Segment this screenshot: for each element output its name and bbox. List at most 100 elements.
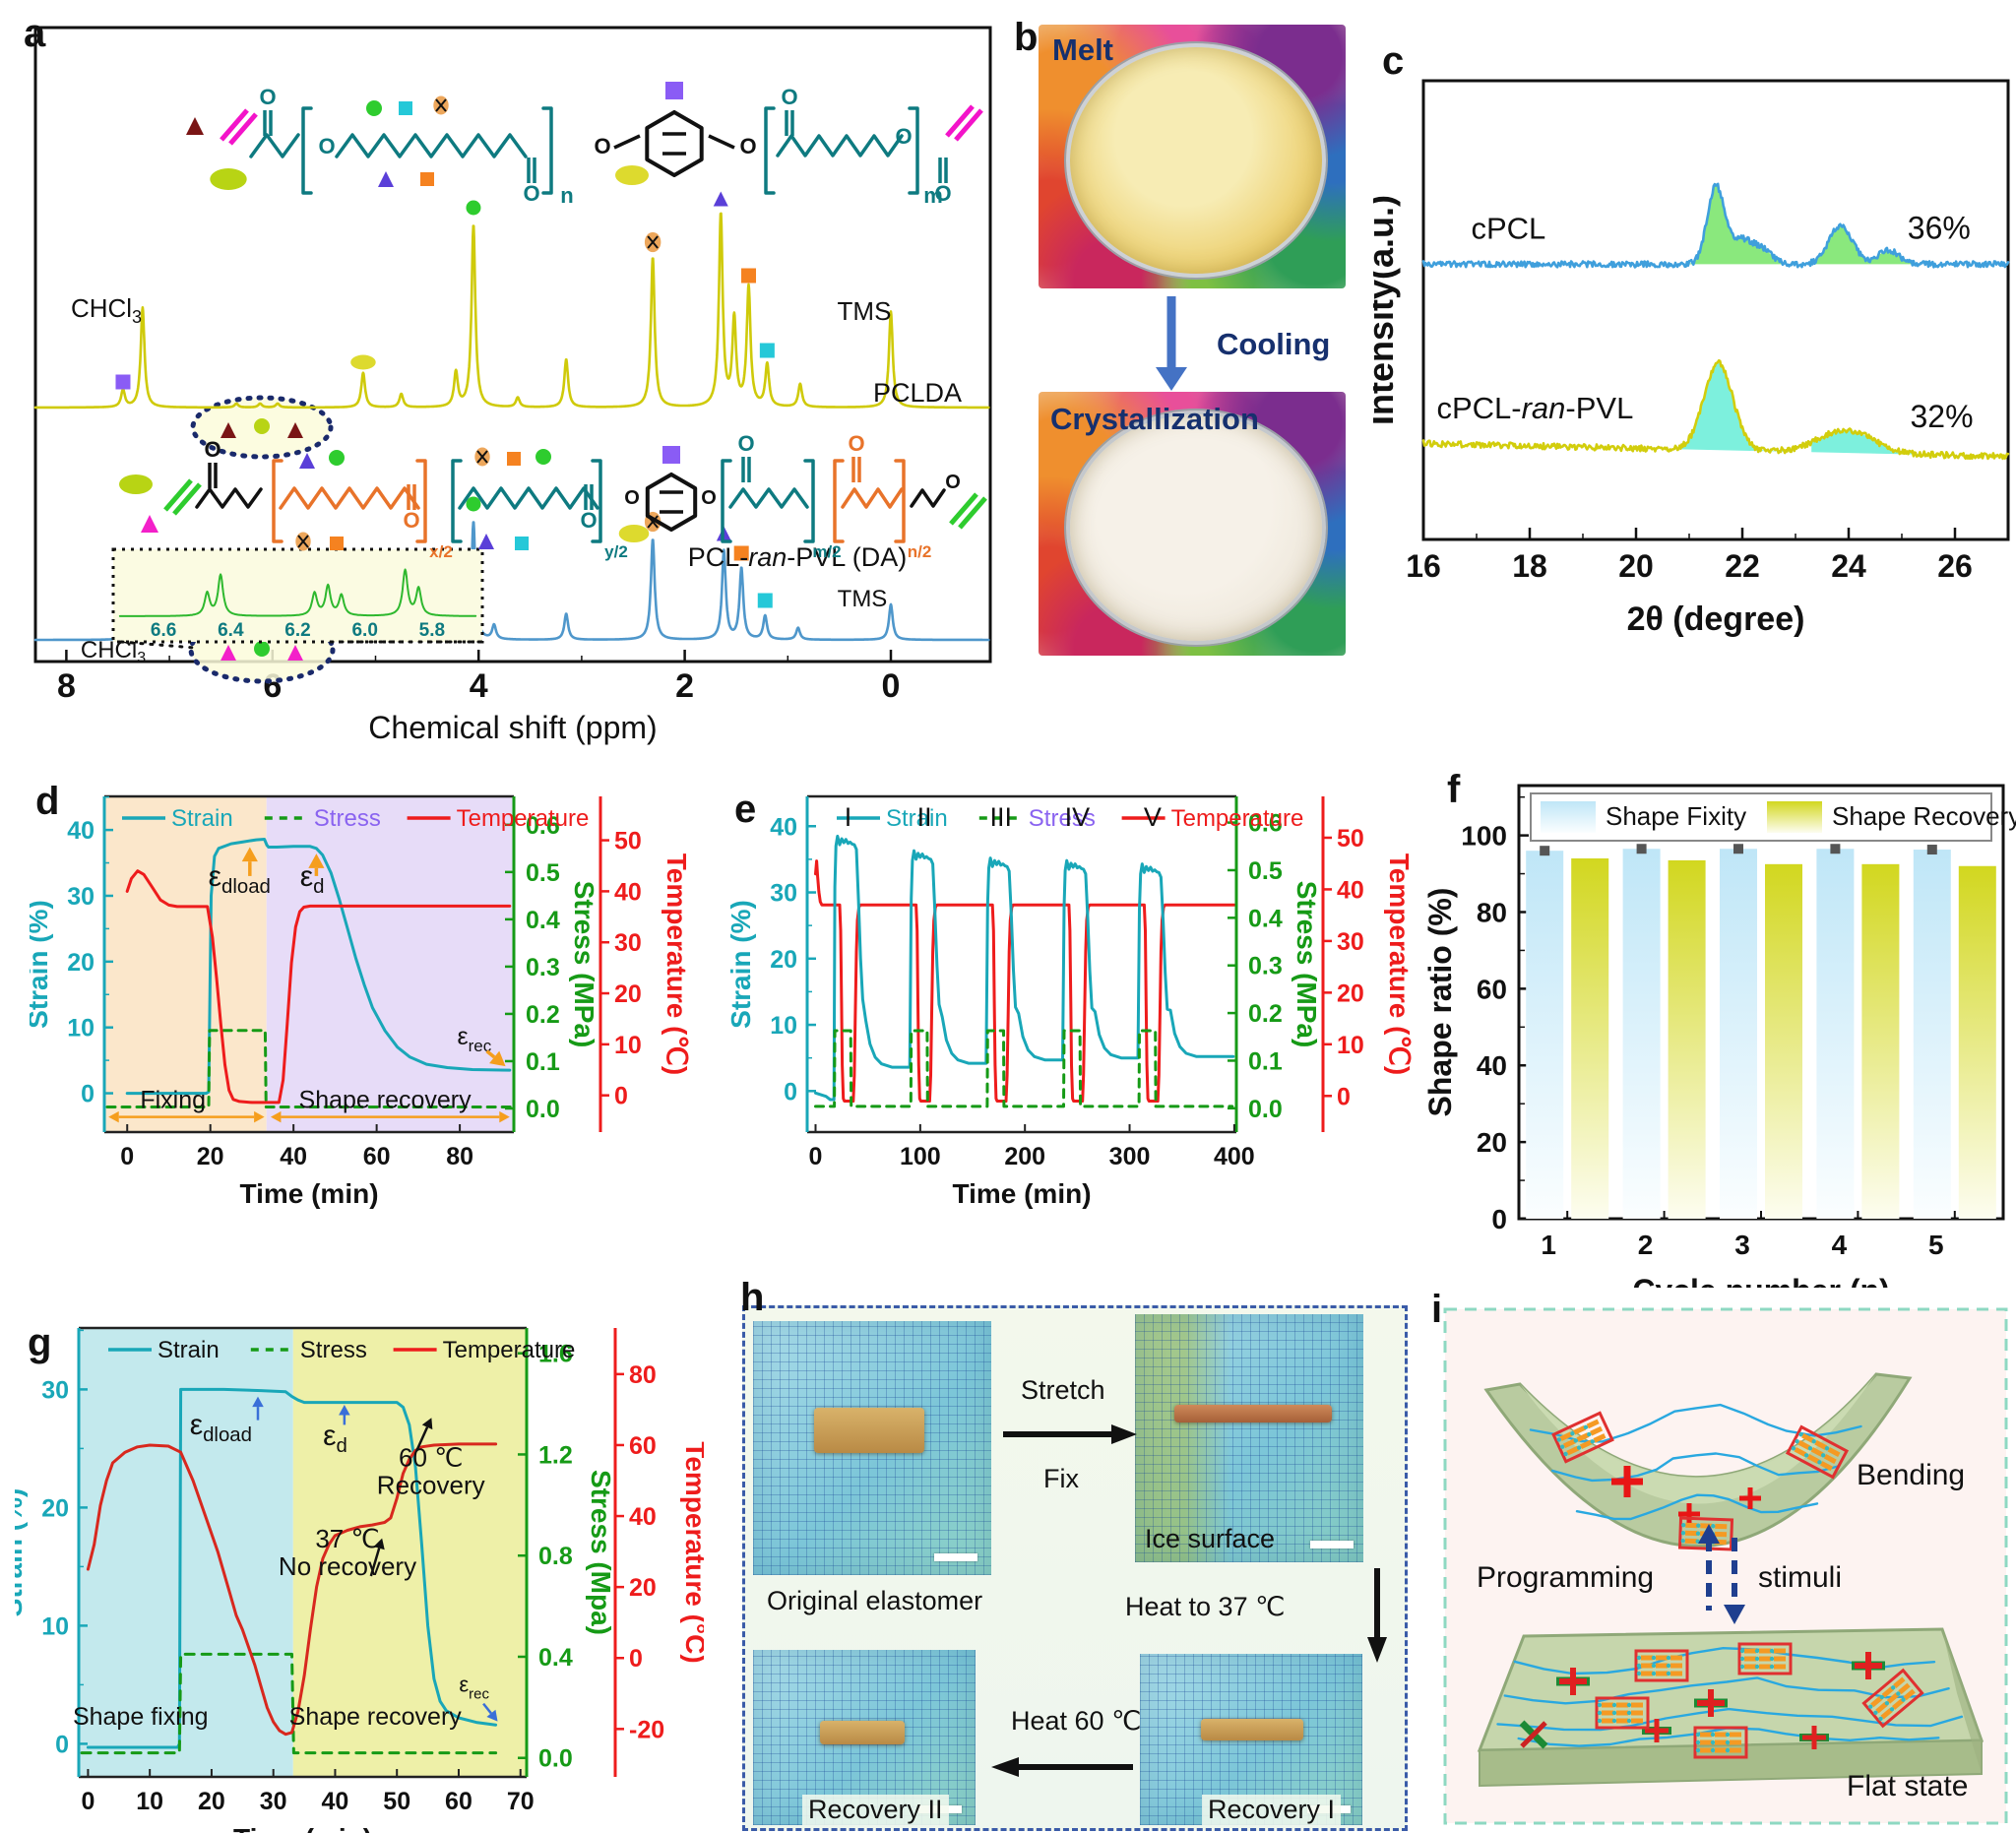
- heat-60-arrow: [991, 1757, 1133, 1777]
- temp-tick: 0: [629, 1645, 643, 1673]
- svg-text:O: O: [895, 124, 912, 149]
- x-tick: 20: [198, 1788, 225, 1815]
- temp-tick: 50: [1337, 825, 1364, 853]
- annotation: εd: [300, 860, 325, 898]
- crystallization-label: Crystallization: [1050, 402, 1259, 436]
- annotation: Shape recovery: [289, 1703, 463, 1731]
- strain-axis-title: Strain (%): [725, 900, 756, 1029]
- svg-text:O: O: [848, 431, 864, 456]
- temp-tick: 80: [629, 1361, 657, 1389]
- annotation: 60 ℃: [399, 1442, 463, 1472]
- x-tick: 80: [446, 1143, 473, 1170]
- svg-text:O: O: [204, 437, 220, 462]
- y-tick: 100: [1461, 821, 1507, 852]
- svg-text:O: O: [701, 487, 717, 509]
- x-tick: 40: [322, 1788, 349, 1815]
- x-tick: 20: [1618, 548, 1654, 584]
- cycle-label: II: [917, 802, 932, 832]
- panel-a-nmr: 8 6 4 2 0 Chemical shift (ppm) CHCl3 TMS PCLDA PC…: [20, 10, 1004, 773]
- series-strain: [125, 838, 512, 1096]
- stress-tick: 0.6: [526, 812, 560, 840]
- panel-letter-h: h: [740, 1276, 765, 1319]
- recovered-sample-2: [820, 1721, 905, 1744]
- strain-tick: 30: [41, 1376, 69, 1404]
- bending-label: Bending: [1857, 1459, 1966, 1491]
- panel-letter-b: b: [1014, 16, 1039, 59]
- shape-memory-chart: 0 20 40 60 80 Time (min) 0 10 20 30 40 Strain (%) 0.…: [23, 794, 692, 1209]
- x-tick: 4: [470, 667, 488, 705]
- annotation: Shape fixing: [73, 1703, 209, 1731]
- svg-text:O: O: [945, 472, 961, 493]
- series-strain: [814, 834, 1235, 1102]
- recovered-sample-1: [1201, 1719, 1303, 1740]
- stimuli-label: stimuli: [1758, 1561, 1843, 1594]
- temp-tick: 20: [629, 1574, 657, 1602]
- series-label: cPCL: [1471, 211, 1545, 245]
- stress-tick: 0.6: [1248, 810, 1283, 838]
- temp-tick: 30: [614, 929, 642, 957]
- inset-tick: 6.6: [151, 620, 176, 641]
- panel-b-photos: Melt Cooling Crystallization: [1024, 10, 1363, 699]
- legend-stress: Stress: [1029, 805, 1096, 832]
- scale-bar: [934, 1553, 977, 1561]
- legend-temperature: Temperature: [1171, 805, 1304, 832]
- strain-tick: 30: [770, 880, 797, 908]
- x-tick: 0: [882, 667, 901, 705]
- svg-text:m/2: m/2: [812, 542, 841, 561]
- temp-tick: 30: [1337, 928, 1364, 956]
- temp-tick: 10: [1337, 1032, 1364, 1059]
- strain-tick: 20: [770, 946, 797, 974]
- legend-strain: Strain: [886, 805, 948, 832]
- temp-axis-title: Temperature (°C): [680, 1441, 704, 1663]
- y-tick: 80: [1477, 897, 1507, 927]
- legend-temperature: Temperature: [443, 1337, 576, 1363]
- temp-tick: 20: [614, 980, 642, 1008]
- x-tick: 0: [81, 1788, 94, 1815]
- svg-text:O: O: [259, 85, 276, 109]
- svg-text:O: O: [318, 134, 335, 158]
- temp-tick: -20: [629, 1716, 664, 1743]
- x-tick: 20: [197, 1143, 224, 1170]
- x-tick: 4: [1832, 1230, 1848, 1260]
- melt-photo: Melt: [1039, 25, 1346, 288]
- x-tick: 1: [1541, 1230, 1556, 1260]
- crystallization-dish: [1066, 410, 1326, 646]
- ice-surface-photo: Ice surface: [1135, 1314, 1363, 1562]
- stretch-arrow: [1003, 1424, 1137, 1444]
- inset-tick: 6.4: [218, 620, 244, 641]
- temp-tick: 10: [614, 1032, 642, 1059]
- x-axis-title: Time (min): [233, 1823, 372, 1833]
- inset-tick: 5.8: [419, 620, 445, 641]
- svg-text:O: O: [781, 85, 797, 109]
- svg-text:O: O: [594, 134, 610, 158]
- x-tick: 18: [1512, 548, 1547, 584]
- chcl3-label: CHCl3: [71, 293, 142, 327]
- x-tick: 70: [507, 1788, 535, 1815]
- strain-axis-title: Strain (%): [15, 1488, 28, 1617]
- annotation: εd: [323, 1420, 347, 1457]
- stress-tick: 0.8: [538, 1543, 573, 1570]
- panel-letter-g: g: [28, 1321, 52, 1364]
- strain-tick: 20: [67, 949, 94, 977]
- melt-dish: [1066, 42, 1326, 279]
- stress-tick: 0.5: [526, 859, 560, 887]
- stress-tick: 0.0: [1248, 1096, 1283, 1123]
- stress-axis-title: Stress (MPa): [569, 881, 599, 1048]
- y-tick: 0: [1491, 1204, 1507, 1234]
- original-elastomer-label: Original elastomer: [767, 1586, 983, 1615]
- x-tick: 60: [363, 1143, 391, 1170]
- stress-tick: 1.2: [538, 1441, 573, 1469]
- x-tick: 0: [809, 1143, 823, 1170]
- x-tick: 400: [1214, 1143, 1255, 1170]
- annotation: No recovery: [279, 1551, 416, 1581]
- legend-strain: Strain: [171, 805, 233, 832]
- cycle-label: V: [1144, 802, 1162, 832]
- svg-text:O: O: [737, 431, 754, 456]
- svg-text:y/2: y/2: [604, 542, 628, 561]
- elastomer-sample: [814, 1408, 924, 1453]
- cycle-label: III: [989, 802, 1012, 832]
- stress-tick: 0.1: [526, 1048, 560, 1076]
